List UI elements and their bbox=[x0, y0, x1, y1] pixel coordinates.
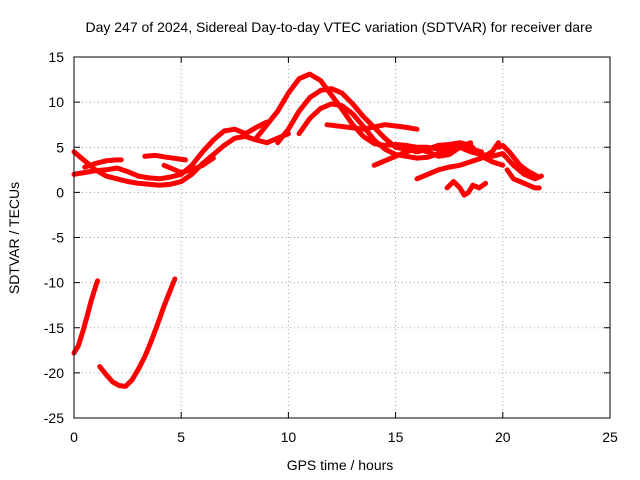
y-tick-label: 0 bbox=[56, 184, 64, 200]
chart-title: Day 247 of 2024, Sidereal Day-to-day VTE… bbox=[85, 19, 592, 35]
series-line-arc-16 bbox=[97, 276, 178, 389]
x-tick-label: 25 bbox=[602, 429, 618, 445]
data-series bbox=[71, 71, 544, 389]
x-tick-label: 15 bbox=[388, 429, 404, 445]
series-line-arc-11 bbox=[414, 140, 501, 182]
x-axis-label: GPS time / hours bbox=[287, 457, 394, 473]
series-line-arc-2 bbox=[71, 119, 270, 182]
series-line-arc-1 bbox=[71, 131, 291, 188]
series-line-arc-9 bbox=[324, 122, 420, 132]
x-tick-label: 0 bbox=[70, 429, 78, 445]
y-tick-label: 15 bbox=[48, 49, 64, 65]
series-line-arc-13 bbox=[504, 167, 542, 191]
x-tick-label: 10 bbox=[281, 429, 297, 445]
series-line-arc-5 bbox=[161, 155, 216, 175]
series-line-arc-14 bbox=[496, 142, 540, 179]
series-line-arc-3 bbox=[82, 157, 124, 170]
x-tick-label: 20 bbox=[495, 429, 511, 445]
y-tick-label: 10 bbox=[48, 94, 64, 110]
grid bbox=[74, 57, 610, 418]
series-line-arc-6 bbox=[253, 71, 544, 182]
series-line-arc-4 bbox=[142, 152, 188, 163]
y-tick-label: -5 bbox=[52, 230, 65, 246]
axis-ticks: 0 5 10 15 20 25 -25 -20 -15 -10 -5 0 5 10 15 bbox=[44, 49, 618, 445]
series-line-arc-10 bbox=[371, 140, 474, 168]
series-line-arc-15 bbox=[71, 278, 101, 356]
y-tick-label: 5 bbox=[56, 139, 64, 155]
y-axis-label: SDTVAR / TECUs bbox=[6, 182, 22, 294]
y-tick-label: -15 bbox=[44, 320, 64, 336]
series-line-arc-12 bbox=[444, 179, 489, 198]
y-tick-label: -20 bbox=[44, 365, 64, 381]
y-tick-label: -10 bbox=[44, 275, 64, 291]
y-tick-label: -25 bbox=[44, 410, 64, 426]
x-tick-label: 5 bbox=[177, 429, 185, 445]
